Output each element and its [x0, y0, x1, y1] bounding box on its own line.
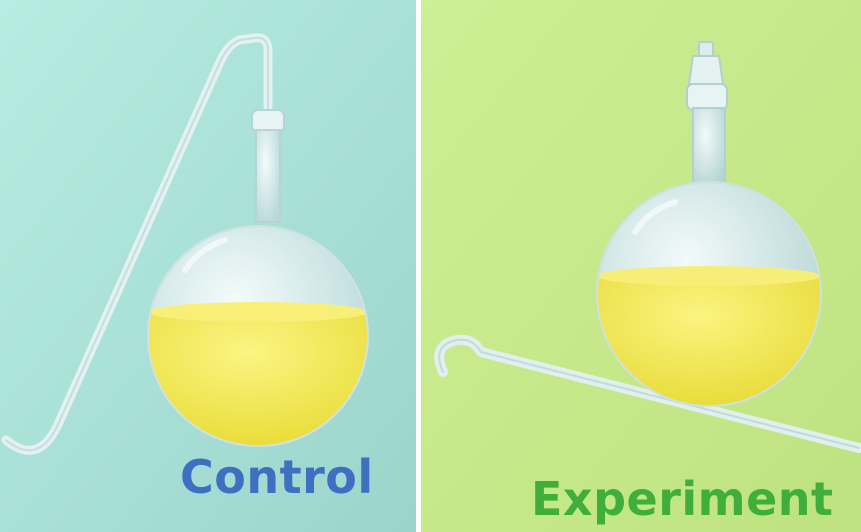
panel-divider — [416, 0, 421, 532]
control-label: Control — [180, 450, 374, 504]
flask-neck — [692, 107, 726, 187]
broken-neck-flask-icon — [421, 0, 861, 532]
swan-neck-flask-icon — [0, 0, 416, 532]
flask-neck — [255, 129, 281, 223]
experiment-label: Experiment — [531, 472, 834, 526]
flask-stopper — [686, 83, 728, 111]
open-neck-tip — [698, 41, 714, 57]
control-panel: Control — [0, 0, 416, 532]
experiment-panel: Experiment — [421, 0, 861, 532]
flask-stopper — [251, 109, 285, 133]
